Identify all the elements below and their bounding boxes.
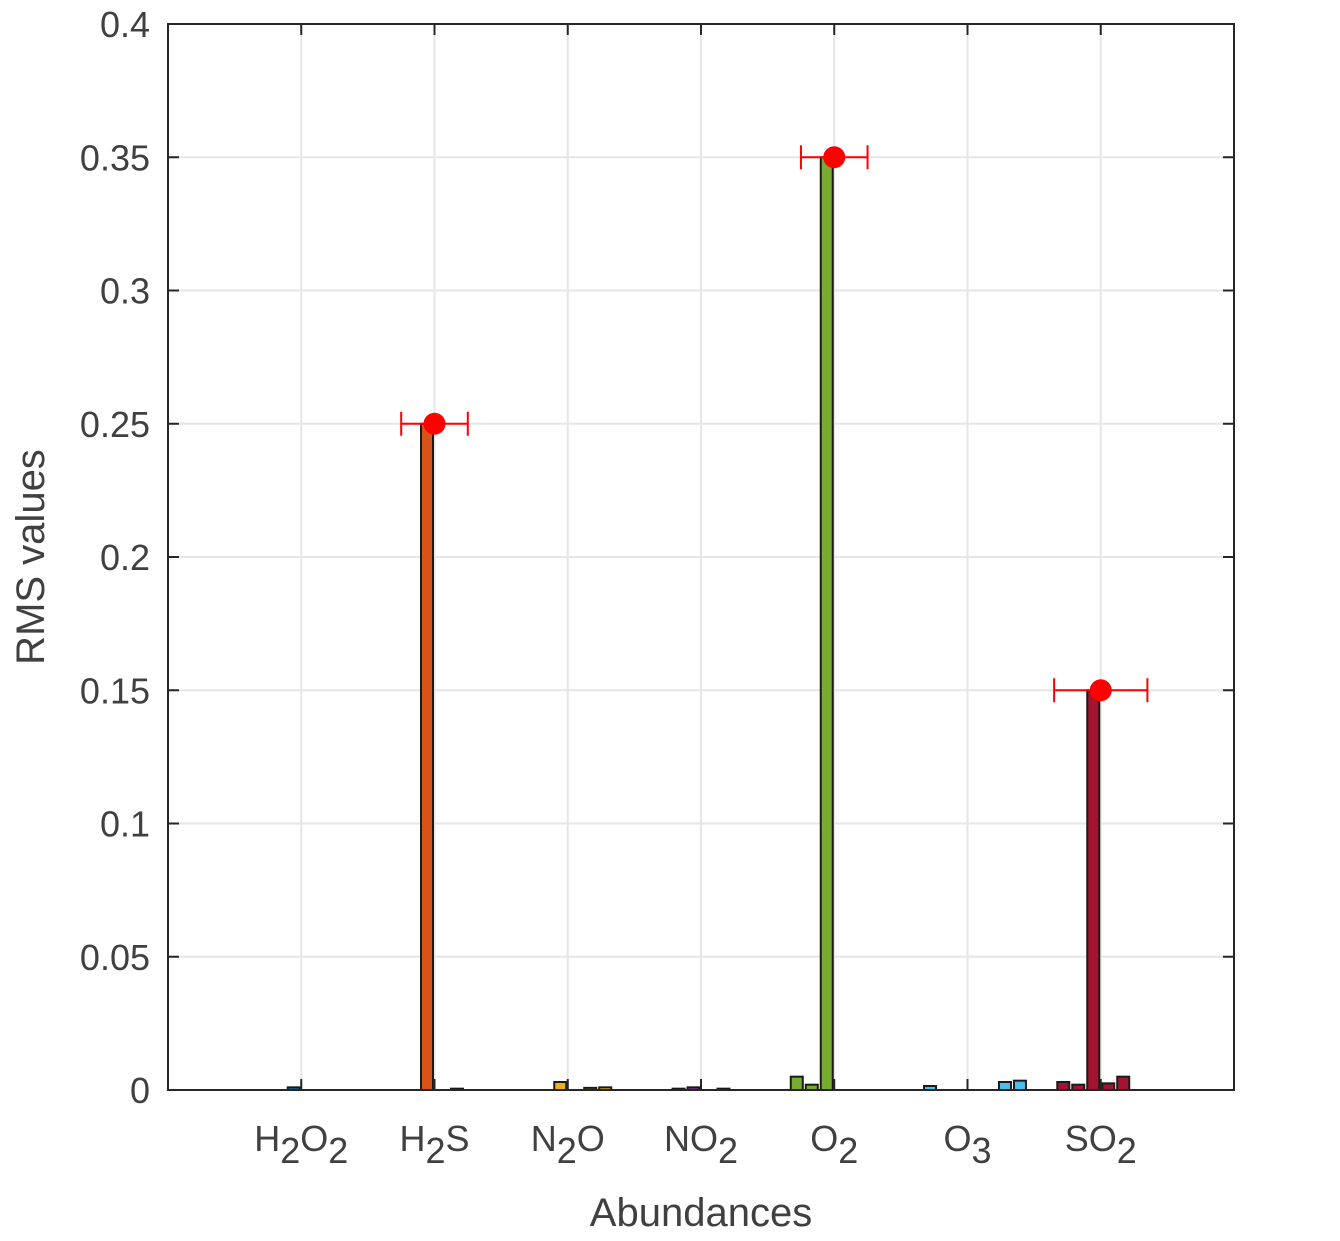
y-tick-label: 0.1: [100, 804, 150, 845]
marker-point: [1089, 679, 1112, 702]
y-tick-label: 0.4: [100, 4, 150, 45]
marker-point: [423, 412, 446, 435]
bar: [1116, 1075, 1131, 1092]
x-tick-label: H2O2: [254, 1118, 348, 1171]
x-tick-labels: H2O2 H2S N2O NO2 O2 O3 SO2: [254, 1118, 1137, 1171]
y-tick-label: 0: [130, 1070, 150, 1111]
y-tick-label: 0.2: [100, 537, 150, 578]
markers-layer: [400, 145, 1149, 703]
bar: [997, 1081, 1012, 1092]
x-tick-label: SO2: [1065, 1118, 1137, 1171]
y-tick-label: 0.15: [80, 670, 150, 711]
y-axis-label: RMS values: [9, 449, 53, 665]
y-tick-label: 0.25: [80, 404, 150, 445]
x-tick-label: O3: [943, 1118, 991, 1171]
x-tick-label: N2O: [531, 1118, 605, 1171]
bar: [1086, 689, 1101, 1091]
y-tick-label: 0.35: [80, 137, 150, 178]
y-tick-label: 0.05: [80, 937, 150, 978]
axis-ticks: [168, 23, 1234, 1091]
y-tick-labels: 0 0.05 0.1 0.15 0.2 0.25 0.3 0.35 0.4: [80, 4, 150, 1111]
bar: [420, 422, 435, 1091]
x-tick-label: O2: [810, 1118, 858, 1171]
grid-lines: [168, 23, 1234, 1091]
bar: [819, 156, 834, 1091]
marker-point: [823, 146, 846, 169]
bar: [553, 1081, 568, 1092]
x-tick-label: H2S: [399, 1118, 469, 1171]
x-tick-label: NO2: [664, 1118, 738, 1171]
bar: [1012, 1079, 1027, 1091]
x-axis-label: Abundances: [590, 1191, 812, 1235]
bar: [789, 1075, 804, 1092]
bars-layer: [286, 156, 1131, 1092]
y-tick-label: 0.3: [100, 271, 150, 312]
bar: [1056, 1081, 1071, 1092]
